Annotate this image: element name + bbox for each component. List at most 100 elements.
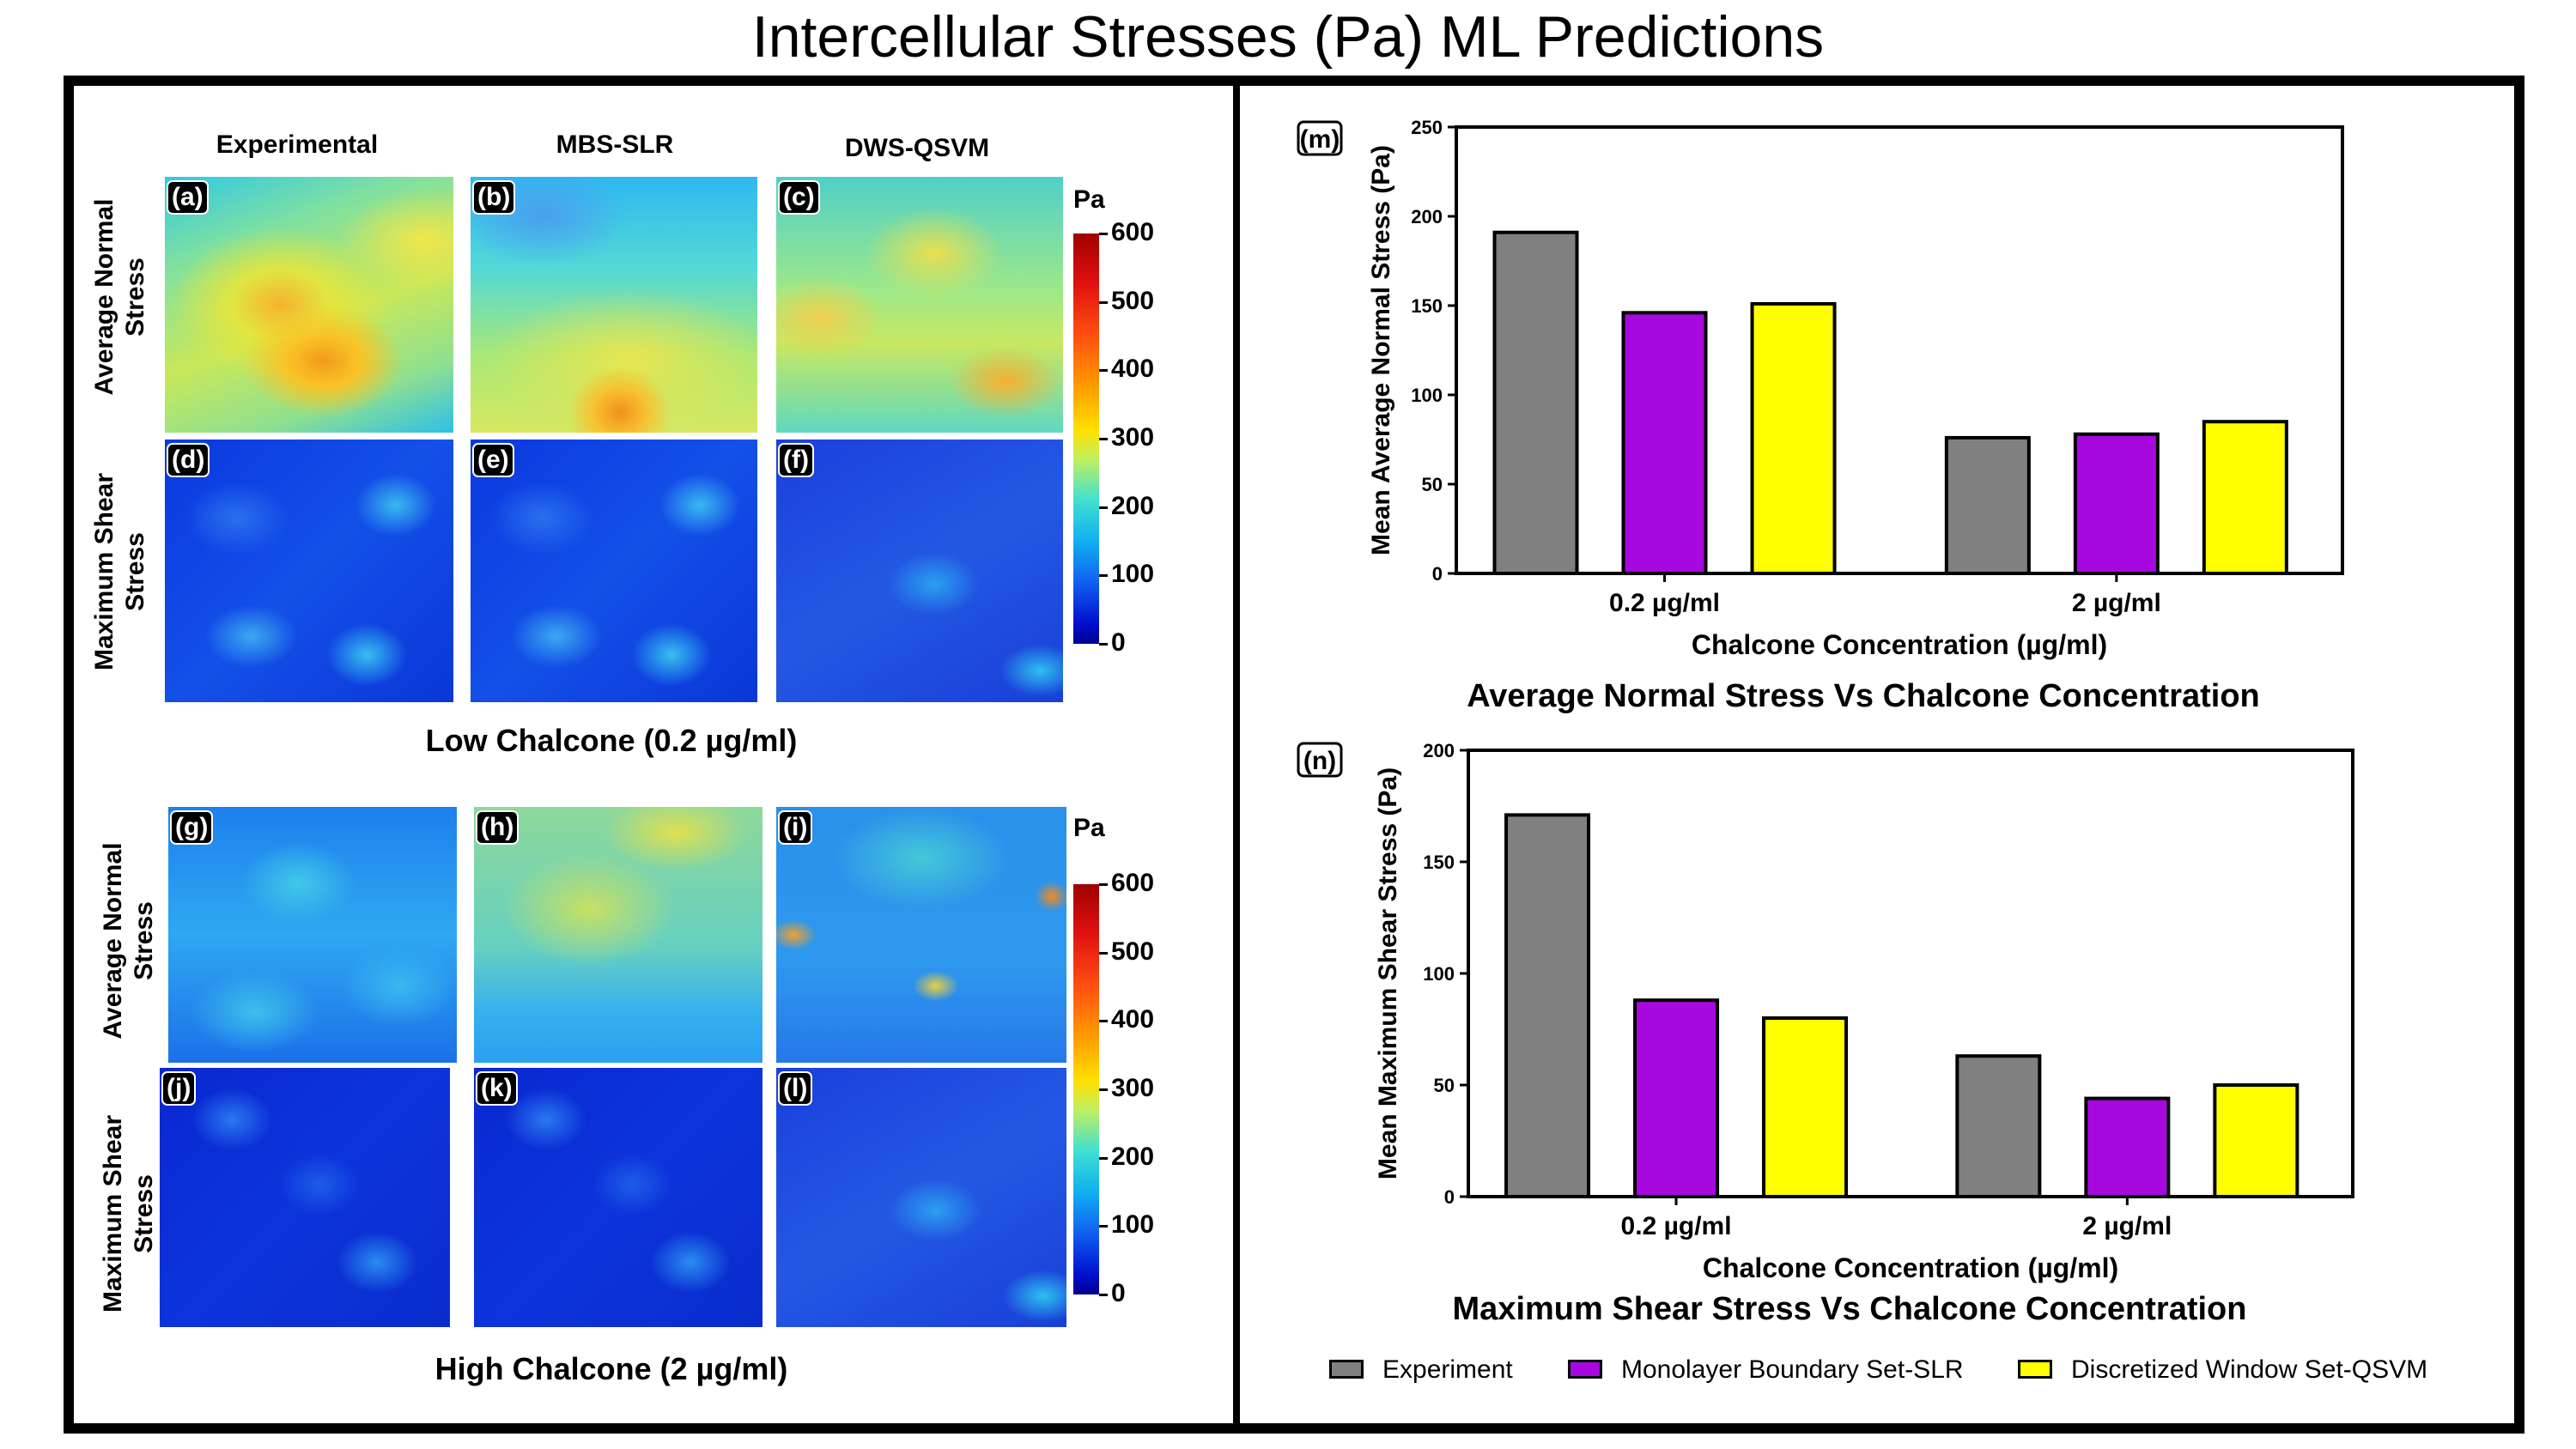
bar bbox=[2073, 432, 2160, 576]
heatmap-panel: (d) bbox=[165, 440, 453, 702]
y-tick-label: 0 bbox=[1444, 1186, 1455, 1208]
heatmap-panel: (i) bbox=[776, 807, 1066, 1063]
heatmap-panel: (g) bbox=[168, 807, 457, 1063]
panel-label: (h) bbox=[476, 810, 519, 845]
colorbar-unit: Pa bbox=[1073, 814, 1105, 842]
y-axis-label: Mean Average Normal Stress (Pa) bbox=[1367, 145, 1395, 555]
y-tick-label: 100 bbox=[1411, 385, 1443, 406]
x-tick-label: 2 µg/ml bbox=[2072, 589, 2161, 617]
bar bbox=[2202, 420, 2288, 576]
heatmap-panel: (b) bbox=[471, 177, 757, 433]
colorbar-tick-label: 0 bbox=[1111, 1279, 1126, 1307]
colorbar-tick-mark bbox=[1099, 643, 1108, 646]
panel-label: (f) bbox=[778, 443, 814, 477]
group-caption-high: High Chalcone (2 µg/ml) bbox=[434, 1351, 788, 1386]
bar bbox=[1944, 435, 2031, 576]
panel-label: (c) bbox=[778, 180, 820, 215]
bar bbox=[1633, 998, 1720, 1199]
bar bbox=[1621, 311, 1708, 575]
panel-label: (a) bbox=[167, 180, 209, 215]
panel-divider bbox=[1233, 81, 1240, 1428]
legend-swatch-slr bbox=[1568, 1360, 1602, 1379]
colorbar-tick-mark bbox=[1099, 1088, 1108, 1091]
column-header-experimental: Experimental bbox=[216, 130, 379, 159]
panel-label: (e) bbox=[472, 443, 514, 477]
colorbar-tick-label: 200 bbox=[1111, 1142, 1155, 1171]
y-tick-label: 50 bbox=[1434, 1075, 1455, 1096]
y-tick-label: 250 bbox=[1411, 117, 1443, 138]
row-header-line1: Maximum Shear bbox=[99, 1114, 127, 1313]
x-axis-label: Chalcone Concentration (µg/ml) bbox=[1692, 629, 2107, 660]
colorbar-tick-label: 600 bbox=[1111, 218, 1155, 246]
bar-chart-maximum-shear: (n) 0 50 100 150 200 0.2 µg/ml 2 µg/ml Chalcone … bbox=[1297, 740, 2354, 1283]
legend-swatch-experiment bbox=[1329, 1360, 1364, 1379]
row-header-line1: Maximum Shear bbox=[90, 472, 118, 671]
colorbar-tick-label: 400 bbox=[1111, 1005, 1155, 1034]
colorbar-tick-mark bbox=[1099, 300, 1108, 304]
y-tick-label: 50 bbox=[1422, 474, 1443, 495]
panel-label: (d) bbox=[167, 443, 210, 477]
colorbar-tick-label: 300 bbox=[1111, 1074, 1155, 1102]
heatmap-panel: (k) bbox=[474, 1068, 762, 1327]
colorbar-tick-label: 600 bbox=[1111, 869, 1155, 897]
colorbar-gradient bbox=[1073, 233, 1099, 644]
y-tick-label: 200 bbox=[1411, 206, 1443, 227]
colorbar-tick-label: 500 bbox=[1111, 937, 1155, 966]
heatmap-panel: (f) bbox=[776, 440, 1063, 702]
row-header-line2: Stress bbox=[130, 1174, 158, 1253]
colorbar-tick-mark bbox=[1099, 1294, 1108, 1296]
group-caption-low: Low Chalcone (0.2 µg/ml) bbox=[425, 723, 798, 758]
legend-label: Discretized Window Set-QSVM bbox=[2071, 1355, 2428, 1384]
x-axis-label: Chalcone Concentration (µg/ml) bbox=[1703, 1252, 2118, 1283]
row-header-normal-low: Average Normal Stress bbox=[89, 160, 151, 434]
y-tick-label: 200 bbox=[1423, 740, 1455, 761]
chart-title-maximum-shear: Maximum Shear Stress Vs Chalcone Concent… bbox=[1452, 1291, 2247, 1327]
bar bbox=[2084, 1096, 2171, 1199]
x-tick-label: 2 µg/ml bbox=[2082, 1212, 2172, 1240]
colorbar-tick-label: 0 bbox=[1111, 628, 1126, 657]
heatmap-panel: (l) bbox=[776, 1068, 1066, 1327]
panel-label: (k) bbox=[476, 1071, 518, 1106]
colorbar-tick-label: 500 bbox=[1111, 286, 1155, 315]
legend-item-slr: Monolayer Boundary Set-SLR bbox=[1568, 1355, 1964, 1385]
bar bbox=[2213, 1083, 2300, 1198]
panel-label-box bbox=[1297, 120, 1343, 156]
figure-title: Intercellular Stresses (Pa) ML Predictio… bbox=[751, 4, 1825, 70]
colorbar-tick-mark bbox=[1099, 883, 1108, 886]
heatmap-panel: (a) bbox=[165, 177, 453, 433]
column-header-dws-qsvm: DWS-QSVM bbox=[844, 134, 990, 162]
legend-label: Monolayer Boundary Set-SLR bbox=[1621, 1355, 1964, 1384]
colorbar-tick-mark bbox=[1099, 951, 1108, 955]
y-tick-label: 150 bbox=[1411, 295, 1443, 317]
column-header-mbs-slr: MBS-SLR bbox=[556, 130, 674, 159]
colorbar-tick-mark bbox=[1099, 233, 1108, 235]
colorbar-gradient bbox=[1073, 884, 1099, 1294]
y-tick-label: 150 bbox=[1423, 852, 1455, 873]
row-header-line1: Average Normal bbox=[90, 198, 118, 396]
legend-item-experiment: Experiment bbox=[1329, 1355, 1513, 1385]
row-header-line2: Stress bbox=[121, 258, 149, 336]
bar bbox=[1955, 1054, 2042, 1199]
row-header-line1: Average Normal bbox=[99, 842, 127, 1040]
y-tick-label: 0 bbox=[1432, 563, 1443, 585]
heatmap-panel: (e) bbox=[471, 440, 757, 702]
colorbar-tick-mark bbox=[1099, 1156, 1108, 1160]
y-tick-label: 100 bbox=[1423, 963, 1455, 985]
panel-label: (l) bbox=[778, 1071, 813, 1106]
chart-title-average-normal: Average Normal Stress Vs Chalcone Concen… bbox=[1467, 678, 2260, 714]
row-header-shear-low: Maximum Shear Stress bbox=[89, 434, 151, 709]
panel-label: (m) bbox=[1300, 125, 1340, 154]
legend-label: Experiment bbox=[1382, 1355, 1513, 1384]
panel-label-box bbox=[1297, 742, 1343, 778]
colorbar-unit: Pa bbox=[1073, 185, 1105, 214]
panel-label: (g) bbox=[170, 810, 214, 845]
figure-frame bbox=[64, 76, 2524, 1434]
legend-item-qsvm: Discretized Window Set-QSVM bbox=[2018, 1355, 2427, 1385]
bar-chart-average-normal: (m) 0 50 100 150 200 250 0.2 µg/ml 2 µg/ml Chalco… bbox=[1297, 117, 2344, 660]
panel-label: (j) bbox=[161, 1071, 197, 1106]
panel-label: (i) bbox=[778, 810, 813, 845]
bar bbox=[1750, 301, 1837, 575]
colorbar-tick-mark bbox=[1099, 574, 1108, 578]
colorbar-tick-mark bbox=[1099, 369, 1108, 373]
colorbar-tick-mark bbox=[1099, 1225, 1108, 1228]
